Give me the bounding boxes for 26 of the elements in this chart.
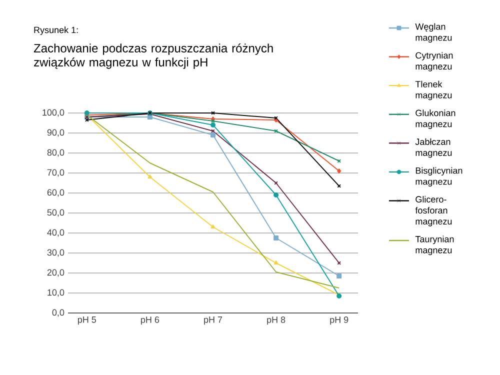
y-tick-label: 80,0 <box>47 149 64 157</box>
text: Rysunek 1: <box>34 26 78 35</box>
y-tick-label: 0,0 <box>52 309 64 317</box>
legend-label: Węglan magnezu <box>415 23 452 43</box>
legend-label: Cytrynian magnezu <box>416 52 453 72</box>
y-tick-label: 30,0 <box>47 249 64 257</box>
legend-label: Jabłczan magnezu <box>415 138 452 158</box>
y-tick-label: 70,0 <box>47 169 64 177</box>
y-tick-label: 90,0 <box>47 129 64 137</box>
legend-label: Bisglicynian magnezu <box>416 167 462 187</box>
y-tick-label: 10,0 <box>48 289 64 297</box>
y-tick-label: 20,0 <box>47 269 64 277</box>
x-tick-label: pH 6 <box>141 316 160 325</box>
legend-label: Taurynian magnezu <box>415 236 454 256</box>
legend-label: Glicero-fosforan magnezu <box>415 196 452 226</box>
y-tick-label: 100,0 <box>42 109 64 117</box>
x-tick-label: pH 5 <box>78 316 96 325</box>
legend-label: Glukonian magnezu <box>416 110 456 129</box>
legend-label: Tlenek magnezu <box>415 80 452 100</box>
x-tick-label: pH 7 <box>204 316 222 325</box>
x-tick-label: pH 9 <box>330 316 348 325</box>
chart-title: Zachowanie podczas rozpuszczania różnych związków magnezu w funkcji pH <box>34 44 273 69</box>
x-tick-label: pH 8 <box>267 316 286 325</box>
y-tick-label: 40,0 <box>47 229 64 237</box>
y-tick-label: 60,0 <box>47 189 64 197</box>
y-tick-label: 50,0 <box>47 209 64 217</box>
